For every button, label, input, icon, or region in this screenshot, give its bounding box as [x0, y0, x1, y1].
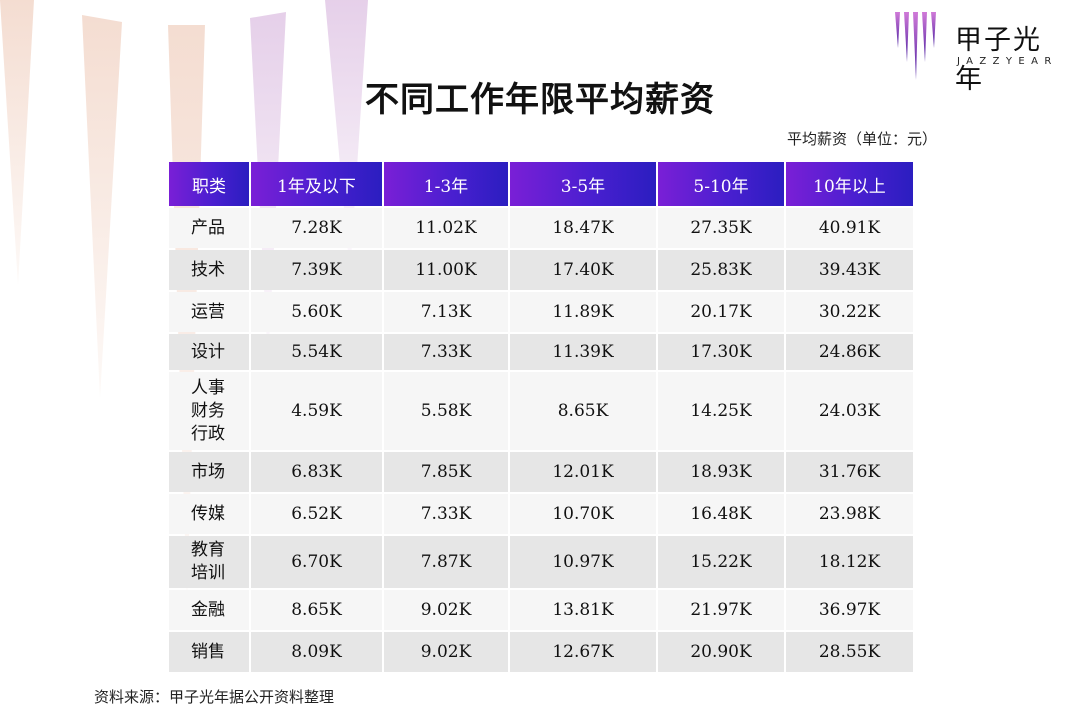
- source-note: 资料来源：甲子光年据公开资料整理: [94, 688, 335, 706]
- table-header-row: 职类 1年及以下 1-3年 3-5年 5-10年 10年以上: [169, 162, 913, 206]
- salary-cell: 6.70K: [251, 536, 382, 588]
- salary-cell: 14.25K: [658, 372, 784, 450]
- salary-cell: 13.81K: [510, 590, 656, 630]
- salary-cell: 17.40K: [510, 250, 656, 290]
- row-category: 金融: [169, 590, 249, 630]
- salary-cell: 21.97K: [658, 590, 784, 630]
- unit-note: 平均薪资（单位：元）: [786, 130, 937, 148]
- salary-cell: 11.00K: [384, 250, 508, 290]
- salary-cell: 12.01K: [510, 452, 656, 492]
- salary-cell: 7.87K: [384, 536, 508, 588]
- salary-table: 职类 1年及以下 1-3年 3-5年 5-10年 10年以上 产品 7.28K 11.02K 1…: [167, 160, 915, 674]
- table-row: 金融 8.65K 9.02K 13.81K 21.97K 36.97K: [169, 590, 913, 630]
- salary-cell: 20.17K: [658, 292, 784, 332]
- salary-cell: 6.83K: [251, 452, 382, 492]
- salary-cell: 40.91K: [786, 208, 913, 248]
- salary-cell: 7.33K: [384, 334, 508, 370]
- row-category: 传媒: [169, 494, 249, 534]
- salary-cell: 16.48K: [658, 494, 784, 534]
- salary-cell: 25.83K: [658, 250, 784, 290]
- salary-cell: 7.13K: [384, 292, 508, 332]
- salary-cell: 5.60K: [251, 292, 382, 332]
- salary-cell: 39.43K: [786, 250, 913, 290]
- salary-cell: 4.59K: [251, 372, 382, 450]
- header-column: 5-10年: [658, 162, 784, 206]
- salary-cell: 36.97K: [786, 590, 913, 630]
- salary-cell: 27.35K: [658, 208, 784, 248]
- salary-cell: 24.86K: [786, 334, 913, 370]
- brand-name-en: JAZZYEAR: [957, 56, 1058, 67]
- salary-cell: 8.65K: [251, 590, 382, 630]
- salary-cell: 9.02K: [384, 590, 508, 630]
- header-column: 10年以上: [786, 162, 913, 206]
- salary-cell: 5.58K: [384, 372, 508, 450]
- salary-cell: 8.65K: [510, 372, 656, 450]
- salary-cell: 12.67K: [510, 632, 656, 672]
- table-row: 产品 7.28K 11.02K 18.47K 27.35K 40.91K: [169, 208, 913, 248]
- table-body: 产品 7.28K 11.02K 18.47K 27.35K 40.91K 技术 7.39K 11…: [169, 208, 913, 672]
- brand-logo: 甲子光年 JAZZYEAR: [895, 10, 1070, 95]
- row-category: 销售: [169, 632, 249, 672]
- decor-spike: [82, 15, 122, 398]
- table-row: 人事 财务 行政 4.59K 5.58K 8.65K 14.25K 24.03K: [169, 372, 913, 450]
- salary-cell: 18.93K: [658, 452, 784, 492]
- decor-spike: [325, 0, 368, 275]
- brand-mark-icon: [895, 12, 936, 80]
- decor-spike: [0, 0, 34, 285]
- table-row: 设计 5.54K 7.33K 11.39K 17.30K 24.86K: [169, 334, 913, 370]
- salary-cell: 23.98K: [786, 494, 913, 534]
- row-category: 教育 培训: [169, 536, 249, 588]
- brand-name-cn: 甲子光年: [955, 25, 1042, 95]
- header-category: 职类: [169, 162, 249, 206]
- salary-cell: 7.28K: [251, 208, 382, 248]
- chart-title: 不同工作年限平均薪资: [365, 80, 715, 120]
- table-row: 技术 7.39K 11.00K 17.40K 25.83K 39.43K: [169, 250, 913, 290]
- header-column: 3-5年: [510, 162, 656, 206]
- row-category: 产品: [169, 208, 249, 248]
- salary-cell: 15.22K: [658, 536, 784, 588]
- salary-cell: 30.22K: [786, 292, 913, 332]
- header-column: 1-3年: [384, 162, 508, 206]
- salary-cell: 18.12K: [786, 536, 913, 588]
- salary-cell: 31.76K: [786, 452, 913, 492]
- table-row: 市场 6.83K 7.85K 12.01K 18.93K 31.76K: [169, 452, 913, 492]
- salary-cell: 10.70K: [510, 494, 656, 534]
- salary-cell: 18.47K: [510, 208, 656, 248]
- salary-cell: 7.39K: [251, 250, 382, 290]
- salary-cell: 28.55K: [786, 632, 913, 672]
- row-category: 人事 财务 行政: [169, 372, 249, 450]
- table-row: 教育 培训 6.70K 7.87K 10.97K 15.22K 18.12K: [169, 536, 913, 588]
- table-row: 传媒 6.52K 7.33K 10.70K 16.48K 23.98K: [169, 494, 913, 534]
- salary-cell: 7.85K: [384, 452, 508, 492]
- salary-cell: 9.02K: [384, 632, 508, 672]
- salary-cell: 8.09K: [251, 632, 382, 672]
- header-column: 1年及以下: [251, 162, 382, 206]
- row-category: 设计: [169, 334, 249, 370]
- salary-cell: 7.33K: [384, 494, 508, 534]
- salary-cell: 6.52K: [251, 494, 382, 534]
- salary-cell: 11.39K: [510, 334, 656, 370]
- table-row: 运营 5.60K 7.13K 11.89K 20.17K 30.22K: [169, 292, 913, 332]
- salary-cell: 11.02K: [384, 208, 508, 248]
- salary-cell: 24.03K: [786, 372, 913, 450]
- salary-cell: 10.97K: [510, 536, 656, 588]
- salary-cell: 20.90K: [658, 632, 784, 672]
- salary-cell: 11.89K: [510, 292, 656, 332]
- table-row: 销售 8.09K 9.02K 12.67K 20.90K 28.55K: [169, 632, 913, 672]
- row-category: 市场: [169, 452, 249, 492]
- row-category: 技术: [169, 250, 249, 290]
- row-category: 运营: [169, 292, 249, 332]
- salary-cell: 5.54K: [251, 334, 382, 370]
- salary-cell: 17.30K: [658, 334, 784, 370]
